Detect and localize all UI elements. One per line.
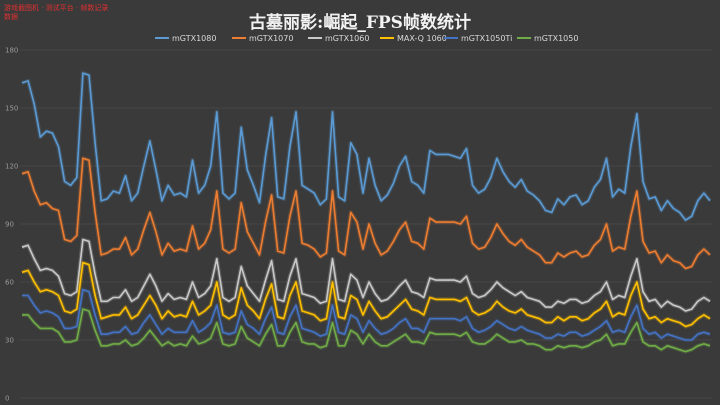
legend-label: mGTX1050Ti [461, 34, 512, 43]
series-line [21, 261, 711, 328]
series-2 [21, 237, 712, 313]
series-line [21, 238, 711, 312]
legend-label: mGTX1050 [534, 34, 578, 43]
legend-label: mGTX1080 [172, 34, 216, 43]
watermark-stamp: 游戏截图机 · 测试平台 · 帧数记录 数据 [4, 4, 109, 21]
series-line [21, 72, 711, 221]
series-line-glow [21, 71, 712, 223]
series-lines [21, 71, 712, 354]
series-1 [21, 156, 712, 271]
series-4 [22, 287, 711, 342]
legend-item: mGTX1050Ti [444, 34, 512, 43]
series-3 [21, 260, 712, 329]
legend-item: mGTX1060 [308, 34, 369, 43]
y-axis-ticks: 0 30 60 90 120 150 180 [5, 47, 18, 403]
chart-title: 古墓丽影:崛起_FPS帧数统计 [249, 13, 471, 33]
y-tick-label: 150 [5, 105, 18, 113]
legend-item: mGTX1050 [517, 34, 578, 43]
y-tick-label: 90 [5, 221, 14, 229]
legend-item: mGTX1070 [232, 34, 293, 43]
legend-label: mGTX1070 [249, 34, 293, 43]
y-tick-label: 0 [5, 395, 9, 403]
legend: mGTX1080 mGTX1070 mGTX1060 MAX-Q 1060 mGTX10… [155, 34, 578, 43]
series-line [22, 308, 711, 353]
y-tick-label: 120 [5, 163, 18, 171]
series-5 [22, 307, 711, 354]
y-tick-label: 180 [5, 47, 18, 55]
y-tick-label: 60 [5, 279, 14, 287]
legend-item: mGTX1080 [155, 34, 216, 43]
y-tick-label: 30 [5, 337, 14, 345]
series-0 [21, 71, 712, 223]
legend-label: mGTX1060 [325, 34, 369, 43]
legend-item: MAX-Q 1060 [380, 34, 447, 43]
series-line [21, 157, 711, 270]
series-line [22, 288, 711, 341]
legend-label: MAX-Q 1060 [397, 34, 447, 43]
